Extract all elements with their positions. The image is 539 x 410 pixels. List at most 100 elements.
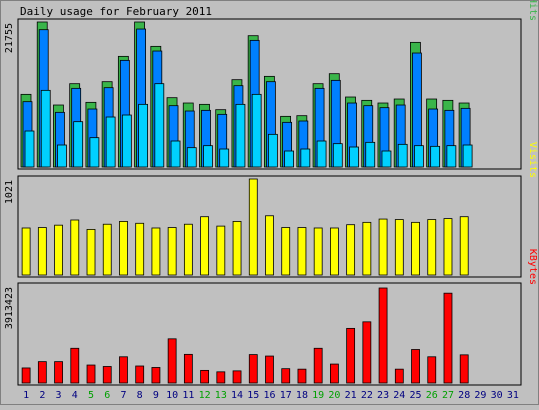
kbytes-bar (427, 356, 437, 384)
kbytes-bar (281, 368, 291, 384)
day-label: 5 (88, 390, 94, 401)
kbytes-bar (443, 292, 453, 384)
kbytes-bar (297, 368, 307, 384)
kbytes-bar (200, 369, 209, 384)
visits-bar (297, 227, 307, 276)
visits-bar (86, 228, 96, 276)
day-label: 28 (458, 390, 470, 401)
kbytes-bar (37, 361, 47, 384)
pages-bar (40, 89, 51, 168)
pages-bar (203, 145, 213, 168)
visits-bar (427, 219, 437, 276)
visits-bar (330, 227, 339, 276)
day-label: 12 (199, 390, 211, 401)
pages-bar (267, 133, 278, 168)
pages-bar (89, 137, 100, 168)
visits-bar (411, 221, 420, 276)
day-label: 25 (410, 390, 422, 401)
day-label: 6 (104, 390, 110, 401)
kbytes-bar (119, 356, 128, 384)
kbytes-bar (216, 371, 226, 384)
pages-bar (121, 114, 132, 168)
kbytes-bar (330, 363, 339, 384)
pages-bar (316, 140, 327, 168)
visits-bar (70, 219, 80, 276)
kbytes-bar (378, 287, 388, 384)
day-label: 7 (120, 390, 126, 401)
kbytes-max-label: 3913423 (4, 287, 15, 329)
day-label: 19 (312, 390, 324, 401)
day-label: 2 (39, 390, 45, 401)
day-label: 1 (23, 390, 29, 401)
pages-bar (154, 83, 165, 168)
kbytes-bar (21, 367, 31, 384)
day-label: 29 (474, 390, 486, 401)
kbytes-bar (86, 364, 96, 384)
visits-bar (183, 223, 193, 276)
hits-legend: Pages/Files/Hits (527, 0, 538, 21)
day-label: 15 (247, 390, 259, 401)
visits-legend-part: Visits (527, 142, 538, 178)
kbytes-bar (265, 355, 274, 384)
visits-bar (394, 219, 404, 276)
pages-bar (105, 116, 116, 168)
kbytes-bar (70, 347, 80, 384)
day-label: 22 (361, 390, 373, 401)
kbytes-bar (102, 366, 112, 384)
visits-max-label: 1021 (4, 180, 15, 204)
day-label: 3 (56, 390, 62, 401)
pages-bar (397, 143, 408, 168)
pages-bar (170, 140, 181, 168)
day-label: 21 (345, 390, 357, 401)
day-label: 11 (182, 390, 194, 401)
visits-bar (216, 225, 226, 276)
day-label: 30 (491, 390, 503, 401)
day-label: 10 (166, 390, 178, 401)
visits-bar (378, 218, 388, 276)
visits-bar (362, 221, 372, 276)
pages-bar (462, 144, 473, 168)
kbytes-bar (135, 365, 145, 384)
visits-bar (151, 227, 161, 276)
kbytes-bar (151, 367, 161, 384)
pages-bar (73, 121, 84, 168)
pages-bar (57, 144, 67, 168)
day-label: 24 (393, 390, 405, 401)
visits-bar (265, 215, 274, 276)
visits-bar (248, 178, 258, 276)
kbytes-bar (411, 349, 420, 384)
visits-bar (443, 218, 453, 276)
pages-bar (349, 146, 359, 168)
day-label: 8 (137, 390, 143, 401)
pages-bar (381, 150, 392, 168)
pages-bar (235, 103, 246, 168)
kbytes-bar (394, 368, 404, 384)
day-label: 27 (442, 390, 454, 401)
pages-bar (300, 148, 311, 168)
visits-bar (232, 221, 242, 276)
pages-bar (414, 145, 424, 168)
chart-title: Daily usage for February 2011 (20, 5, 212, 18)
kbytes-legend: KBytes (527, 249, 538, 285)
day-label: 13 (215, 390, 227, 401)
day-axis-labels: 1 2 3 4 5 6 7 8 9 10 11 12 13 14 15 16 17 18 19 20 21 22 23 24 2… (23, 390, 519, 401)
kbytes-bar (167, 338, 177, 384)
pages-bar (430, 145, 441, 168)
day-label: 4 (72, 390, 78, 401)
pages-bar (219, 148, 230, 168)
pages-bar (365, 141, 376, 168)
day-label: 17 (280, 390, 292, 401)
chart-panels: 21755 Pages/Files/Hits 1021 Visits 3913423 KB… (4, 0, 538, 386)
visits-bar (459, 216, 469, 276)
day-label: 20 (328, 390, 340, 401)
pages-bar (138, 103, 148, 168)
visits-bar (167, 227, 177, 276)
kbytes-bar (232, 370, 242, 384)
kbytes-bar (248, 354, 258, 384)
day-label: 18 (296, 390, 308, 401)
visits-bar (313, 227, 323, 276)
hits-max-label: 21755 (4, 23, 15, 53)
kbytes-legend-part: KBytes (527, 249, 538, 285)
visits-bar (200, 216, 209, 276)
